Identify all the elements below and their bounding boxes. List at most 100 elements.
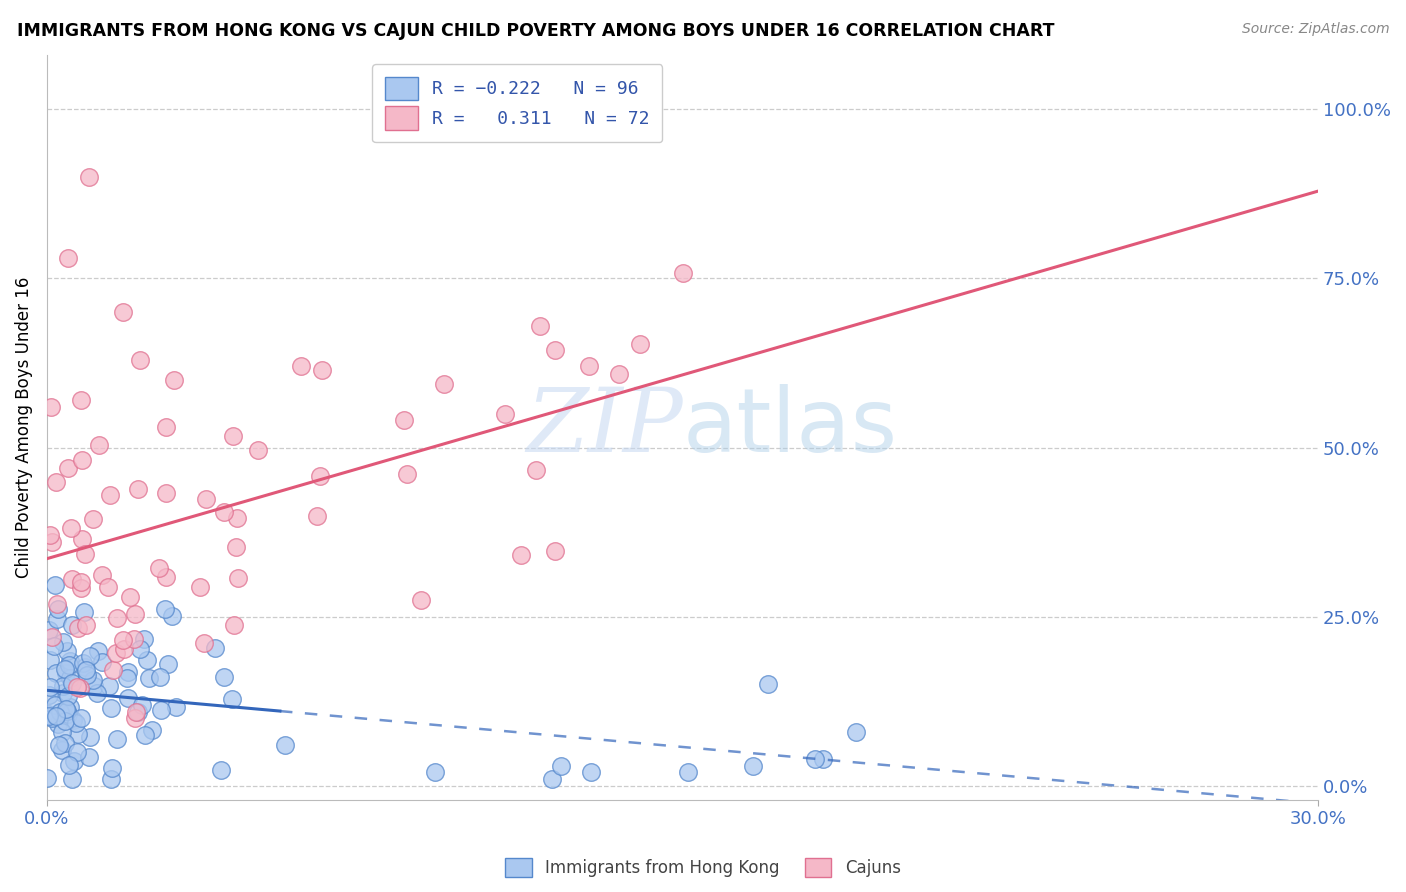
- Point: [100, 772, 122, 787]
- Point: [38, 709, 60, 723]
- Point: [138, 672, 160, 686]
- Point: [83, 679, 105, 693]
- Point: [494, 408, 516, 422]
- Point: [55, 702, 77, 716]
- Point: [129, 352, 152, 367]
- Point: [193, 636, 215, 650]
- Point: [60, 675, 83, 690]
- Point: [56, 689, 79, 703]
- Point: [105, 611, 128, 625]
- Point: [136, 653, 159, 667]
- Point: [41, 535, 63, 549]
- Point: [69, 581, 91, 595]
- Point: [76, 668, 98, 682]
- Point: [75, 663, 97, 677]
- Point: [66, 680, 89, 694]
- Point: [73, 547, 96, 561]
- Point: [38, 653, 60, 667]
- Point: [578, 359, 600, 374]
- Point: [100, 700, 122, 714]
- Point: [226, 511, 249, 525]
- Legend: R = −0.222   N = 96, R =   0.311   N = 72: R = −0.222 N = 96, R = 0.311 N = 72: [373, 64, 662, 142]
- Point: [163, 373, 186, 387]
- Point: [141, 723, 163, 737]
- Point: [72, 656, 94, 670]
- Point: [209, 764, 232, 778]
- Point: [124, 607, 146, 621]
- Point: [38, 623, 60, 637]
- Point: [37, 706, 59, 721]
- Point: [524, 463, 547, 477]
- Point: [39, 680, 62, 694]
- Point: [156, 657, 179, 671]
- Point: [148, 561, 170, 575]
- Point: [48, 716, 70, 731]
- Point: [91, 655, 114, 669]
- Point: [117, 690, 139, 705]
- Point: [82, 673, 104, 687]
- Point: [845, 724, 868, 739]
- Point: [69, 681, 91, 696]
- Point: [77, 749, 100, 764]
- Point: [134, 632, 156, 646]
- Point: [52, 685, 75, 699]
- Point: [194, 491, 217, 506]
- Point: [87, 437, 110, 451]
- Point: [53, 736, 76, 750]
- Point: [742, 758, 765, 772]
- Point: [129, 642, 152, 657]
- Point: [433, 376, 456, 391]
- Point: [67, 621, 90, 635]
- Point: [290, 359, 312, 374]
- Point: [104, 646, 127, 660]
- Point: [60, 772, 83, 787]
- Point: [160, 609, 183, 624]
- Point: [103, 663, 125, 677]
- Point: [79, 730, 101, 744]
- Point: [41, 711, 63, 725]
- Point: [82, 512, 104, 526]
- Point: [100, 488, 122, 502]
- Point: [124, 711, 146, 725]
- Legend: Immigrants from Hong Kong, Cajuns: Immigrants from Hong Kong, Cajuns: [499, 851, 907, 884]
- Point: [212, 670, 235, 684]
- Point: [222, 429, 245, 443]
- Point: [86, 685, 108, 699]
- Point: [392, 412, 415, 426]
- Point: [111, 633, 134, 648]
- Point: [131, 698, 153, 712]
- Point: [155, 420, 177, 434]
- Point: [221, 692, 243, 706]
- Point: [55, 665, 77, 680]
- Point: [56, 251, 79, 265]
- Point: [45, 666, 67, 681]
- Point: [51, 743, 73, 757]
- Point: [423, 765, 446, 780]
- Point: [44, 698, 66, 713]
- Point: [41, 400, 63, 414]
- Point: [127, 705, 149, 719]
- Point: [59, 521, 82, 535]
- Point: [70, 533, 93, 547]
- Point: [48, 705, 70, 719]
- Point: [87, 644, 110, 658]
- Point: [676, 765, 699, 780]
- Point: [544, 544, 567, 558]
- Point: [38, 688, 60, 702]
- Point: [59, 671, 82, 685]
- Text: Source: ZipAtlas.com: Source: ZipAtlas.com: [1241, 22, 1389, 37]
- Point: [112, 305, 135, 319]
- Point: [540, 772, 562, 787]
- Point: [134, 728, 156, 742]
- Point: [41, 630, 63, 644]
- Point: [307, 508, 329, 523]
- Point: [165, 699, 187, 714]
- Point: [149, 703, 172, 717]
- Y-axis label: Child Poverty Among Boys Under 16: Child Poverty Among Boys Under 16: [15, 277, 32, 578]
- Point: [529, 319, 551, 334]
- Point: [39, 528, 62, 542]
- Point: [52, 679, 75, 693]
- Point: [63, 754, 86, 768]
- Point: [51, 725, 73, 739]
- Point: [56, 461, 79, 475]
